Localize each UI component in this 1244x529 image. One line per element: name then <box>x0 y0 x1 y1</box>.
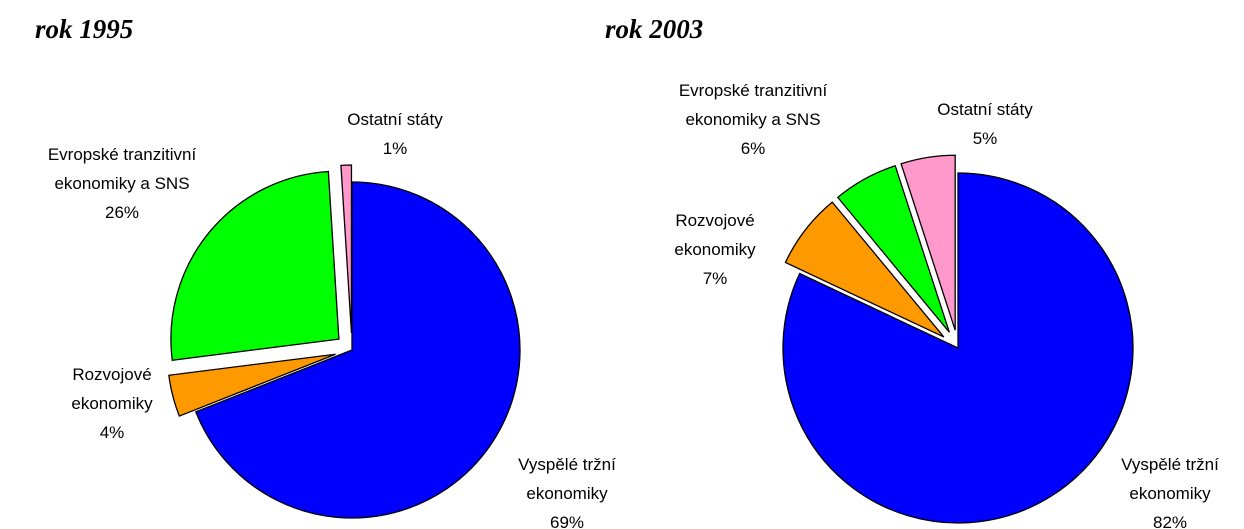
pie-slice <box>170 170 340 361</box>
pie-slice <box>784 201 945 338</box>
slice-value-label: 4% <box>100 423 125 442</box>
slice-value-label: 26% <box>105 203 139 222</box>
slice-value-label: 6% <box>741 139 766 158</box>
slice-value-label: 7% <box>703 269 728 288</box>
pie-slice <box>194 181 521 519</box>
pie-slice <box>900 154 956 331</box>
pie-slice <box>836 164 950 333</box>
slice-value-label: 82% <box>1153 513 1187 529</box>
slice-label: Vyspělé tržní ekonomiky <box>518 455 616 503</box>
pie-slice <box>782 172 1134 524</box>
pie-slice <box>340 164 353 334</box>
slice-label: Ostatní státy <box>937 100 1033 119</box>
chart-title: rok 1995 <box>35 14 133 44</box>
pie-slice <box>168 353 336 417</box>
slice-value-label: 5% <box>973 129 998 148</box>
slice-label: Rozvojové ekonomiky <box>71 365 153 413</box>
slice-label: Rozvojové ekonomiky <box>674 211 756 259</box>
slice-value-label: 1% <box>383 139 408 158</box>
slice-label: Evropské tranzitivní ekonomiky a SNS <box>679 81 828 129</box>
slice-label: Vyspělé tržní ekonomiky <box>1121 455 1219 503</box>
slice-label: Evropské tranzitivní ekonomiky a SNS <box>48 145 197 193</box>
chart-title: rok 2003 <box>605 14 703 44</box>
slice-label: Ostatní státy <box>347 110 443 129</box>
slice-value-label: 69% <box>550 513 584 529</box>
